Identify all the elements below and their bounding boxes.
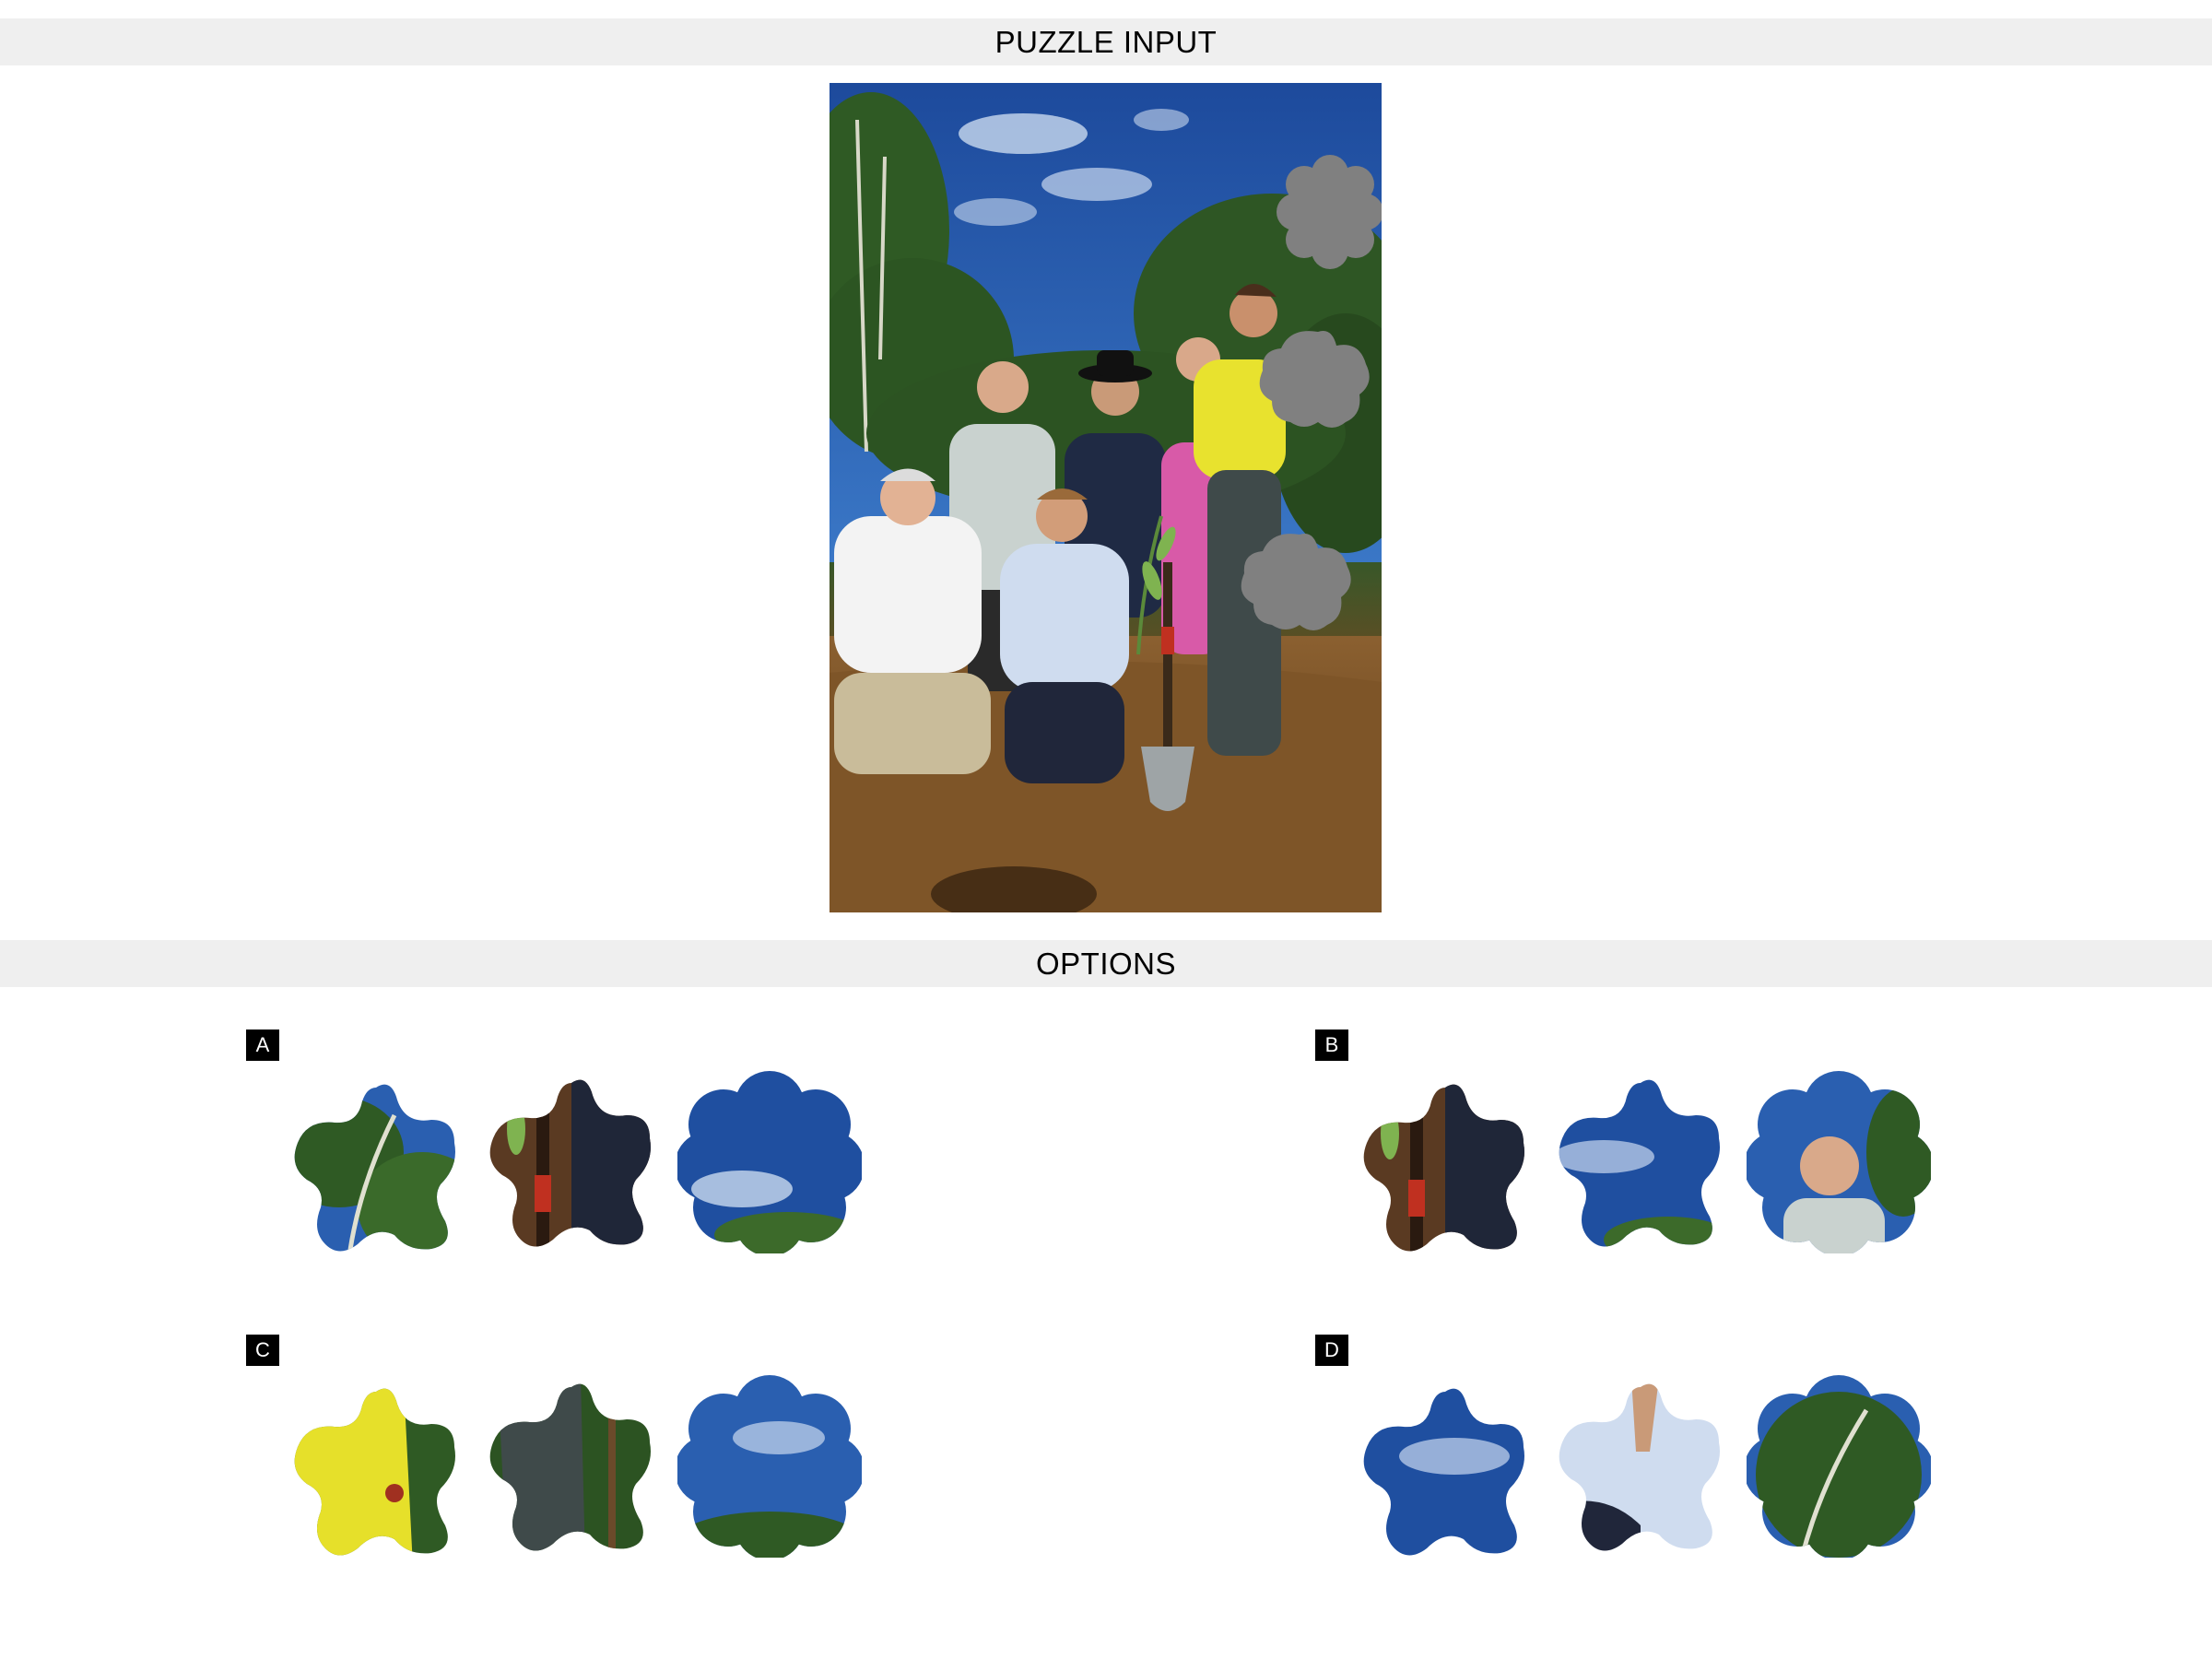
option-c-label[interactable]: C (246, 1335, 279, 1366)
option-b-label[interactable]: B (1315, 1030, 1348, 1061)
option-b-piece-1[interactable] (1353, 1078, 1537, 1263)
option-a-piece-2[interactable] (479, 1074, 664, 1258)
option-b-piece-2[interactable] (1548, 1074, 1733, 1258)
options-header: OPTIONS (0, 940, 2212, 987)
option-c-piece-2[interactable] (479, 1378, 664, 1562)
option-a-piece-1[interactable] (284, 1078, 468, 1263)
missing-piece-2 (1259, 331, 1370, 428)
option-b-piece-3[interactable] (1747, 1069, 1931, 1253)
missing-piece-3 (1241, 534, 1351, 630)
option-c-piece-1[interactable] (284, 1382, 468, 1567)
option-a-piece-3[interactable] (677, 1069, 862, 1253)
puzzle-photo (830, 83, 1382, 912)
option-d-label[interactable]: D (1315, 1335, 1348, 1366)
option-d-piece-2[interactable] (1548, 1378, 1733, 1562)
puzzle-input-header: PUZZLE INPUT (0, 18, 2212, 65)
option-a-label[interactable]: A (246, 1030, 279, 1061)
missing-piece-1 (1277, 155, 1382, 269)
option-c-piece-3[interactable] (677, 1373, 862, 1558)
option-d-piece-3[interactable] (1747, 1373, 1931, 1558)
option-d-piece-1[interactable] (1353, 1382, 1537, 1567)
